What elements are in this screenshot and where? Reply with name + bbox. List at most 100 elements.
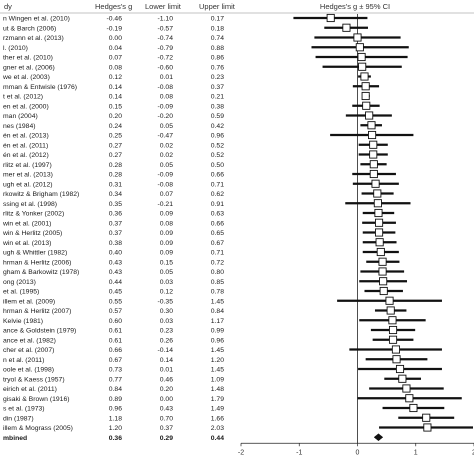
- study-upper-value: 0.37: [211, 84, 224, 91]
- study-name: rkowitz & Brigham (1982): [3, 191, 79, 198]
- study-upper-value: 1.45: [211, 347, 224, 354]
- study-g-value: 0.36: [109, 211, 122, 218]
- effect-marker: [405, 394, 414, 403]
- study-upper-value: 1.20: [211, 357, 224, 364]
- study-g-value: 0.12: [109, 74, 122, 81]
- effect-marker: [373, 199, 382, 208]
- study-g-value: 0.43: [109, 269, 122, 276]
- study-upper-value: 0.42: [211, 123, 224, 130]
- study-upper-value: 0.72: [211, 259, 224, 266]
- study-name: én et al. (2012): [3, 152, 49, 159]
- study-lower-value: -0.09: [158, 172, 174, 179]
- effect-marker: [378, 257, 387, 266]
- study-upper-value: 1.45: [211, 298, 224, 305]
- study-g-value: 0.34: [109, 191, 122, 198]
- study-upper-value: 1.48: [211, 386, 224, 393]
- study-g-value: 1.20: [109, 425, 122, 432]
- study-name: mman & Entwisle (1976): [3, 84, 77, 91]
- study-g-value: 0.14: [109, 84, 122, 91]
- study-lower-value: 0.03: [160, 318, 173, 325]
- study-upper-value: 0.96: [211, 133, 224, 140]
- effect-marker: [388, 335, 398, 344]
- study-name: mer et al. (2013): [3, 172, 53, 179]
- study-lower-value: -0.14: [158, 347, 174, 354]
- study-lower-value: 0.46: [160, 376, 173, 383]
- effect-marker: [357, 52, 366, 62]
- study-upper-value: 0.85: [211, 279, 224, 286]
- effect-marker: [388, 316, 397, 325]
- study-name: t et al. (2012): [3, 94, 43, 101]
- study-g-value: 0.96: [109, 406, 122, 413]
- study-lower-value: 0.26: [160, 337, 173, 344]
- study-upper-value: 0.71: [211, 250, 224, 257]
- study-name: Kelvie (1981): [3, 318, 43, 325]
- study-g-value: 0.28: [109, 162, 122, 169]
- study-name: gham & Barkowitz (1978): [3, 269, 79, 276]
- study-upper-value: 1.45: [211, 367, 224, 374]
- study-name: en et al. (2000): [3, 103, 49, 110]
- study-g-value: 0.15: [109, 103, 122, 110]
- effect-marker: [392, 355, 401, 364]
- study-name: rzmann et al. (2013): [3, 35, 64, 42]
- study-lower-value: -0.08: [158, 84, 174, 91]
- effect-marker: [326, 13, 335, 23]
- effect-marker: [375, 238, 384, 247]
- rows-layer: n Wingen et al. (2010) -0.46 -1.10 0.17 ut &…: [2, 16, 224, 442]
- study-g-value: 0.25: [109, 133, 122, 140]
- effect-marker: [375, 218, 384, 227]
- study-lower-value: 0.02: [160, 142, 173, 149]
- study-lower-value: 0.03: [160, 279, 173, 286]
- study-g-value: 0.28: [109, 172, 122, 179]
- study-lower-value: 0.02: [160, 152, 173, 159]
- study-g-value: 0.31: [109, 181, 122, 188]
- study-upper-value: 1.17: [211, 318, 224, 325]
- effect-marker: [369, 160, 378, 169]
- study-name: hrman & Herlitz (2007): [3, 308, 71, 315]
- header-upper: Upper limit: [199, 2, 236, 11]
- study-lower-value: 0.12: [160, 289, 173, 296]
- study-upper-value: 1.09: [211, 376, 224, 383]
- x-tick-label: -1: [296, 449, 302, 456]
- study-name: illem & Mograss (2005): [3, 425, 73, 432]
- effect-marker: [395, 364, 405, 374]
- study-lower-value: 0.01: [160, 74, 173, 81]
- study-upper-value: 1.79: [211, 396, 224, 403]
- effect-marker: [360, 72, 369, 81]
- study-g-value: -0.19: [107, 25, 123, 32]
- study-upper-value: 0.84: [211, 308, 224, 315]
- study-lower-value: -0.79: [158, 45, 174, 52]
- study-g-value: 0.45: [109, 289, 122, 296]
- effect-marker: [379, 286, 388, 296]
- study-upper-value: 0.88: [211, 45, 224, 52]
- study-lower-value: 0.23: [160, 328, 173, 335]
- effect-marker: [423, 423, 432, 432]
- effect-marker: [369, 150, 378, 159]
- effect-marker: [353, 33, 362, 42]
- study-lower-value: 0.00: [160, 396, 173, 403]
- x-tick-label: 0: [356, 449, 360, 456]
- study-g-value: 0.67: [109, 357, 122, 364]
- study-lower-value: 0.30: [160, 308, 173, 315]
- header-plot: Hedges's g ± 95% CI: [320, 2, 390, 11]
- study-g-value: 0.60: [109, 318, 122, 325]
- study-upper-value: 0.66: [211, 172, 224, 179]
- x-tick-label: -2: [238, 449, 244, 456]
- study-name: win et al. (2001): [2, 220, 51, 227]
- study-g-value: 0.55: [109, 298, 122, 305]
- study-name: s et al. (1973): [3, 406, 45, 413]
- effect-marker: [376, 247, 385, 257]
- combined-g-value: 0.36: [109, 435, 122, 442]
- study-g-value: 0.38: [109, 240, 122, 247]
- study-upper-value: 0.66: [211, 220, 224, 227]
- study-lower-value: 0.08: [160, 94, 173, 101]
- study-lower-value: -0.35: [158, 298, 174, 305]
- study-upper-value: 0.65: [211, 230, 224, 237]
- header-study: dy: [4, 2, 12, 11]
- study-lower-value: 0.15: [160, 259, 173, 266]
- study-g-value: -0.46: [107, 16, 123, 23]
- study-lower-value: -0.57: [158, 25, 174, 32]
- study-lower-value: -1.10: [158, 16, 174, 23]
- study-lower-value: 0.01: [160, 367, 173, 374]
- study-g-value: 0.24: [109, 123, 122, 130]
